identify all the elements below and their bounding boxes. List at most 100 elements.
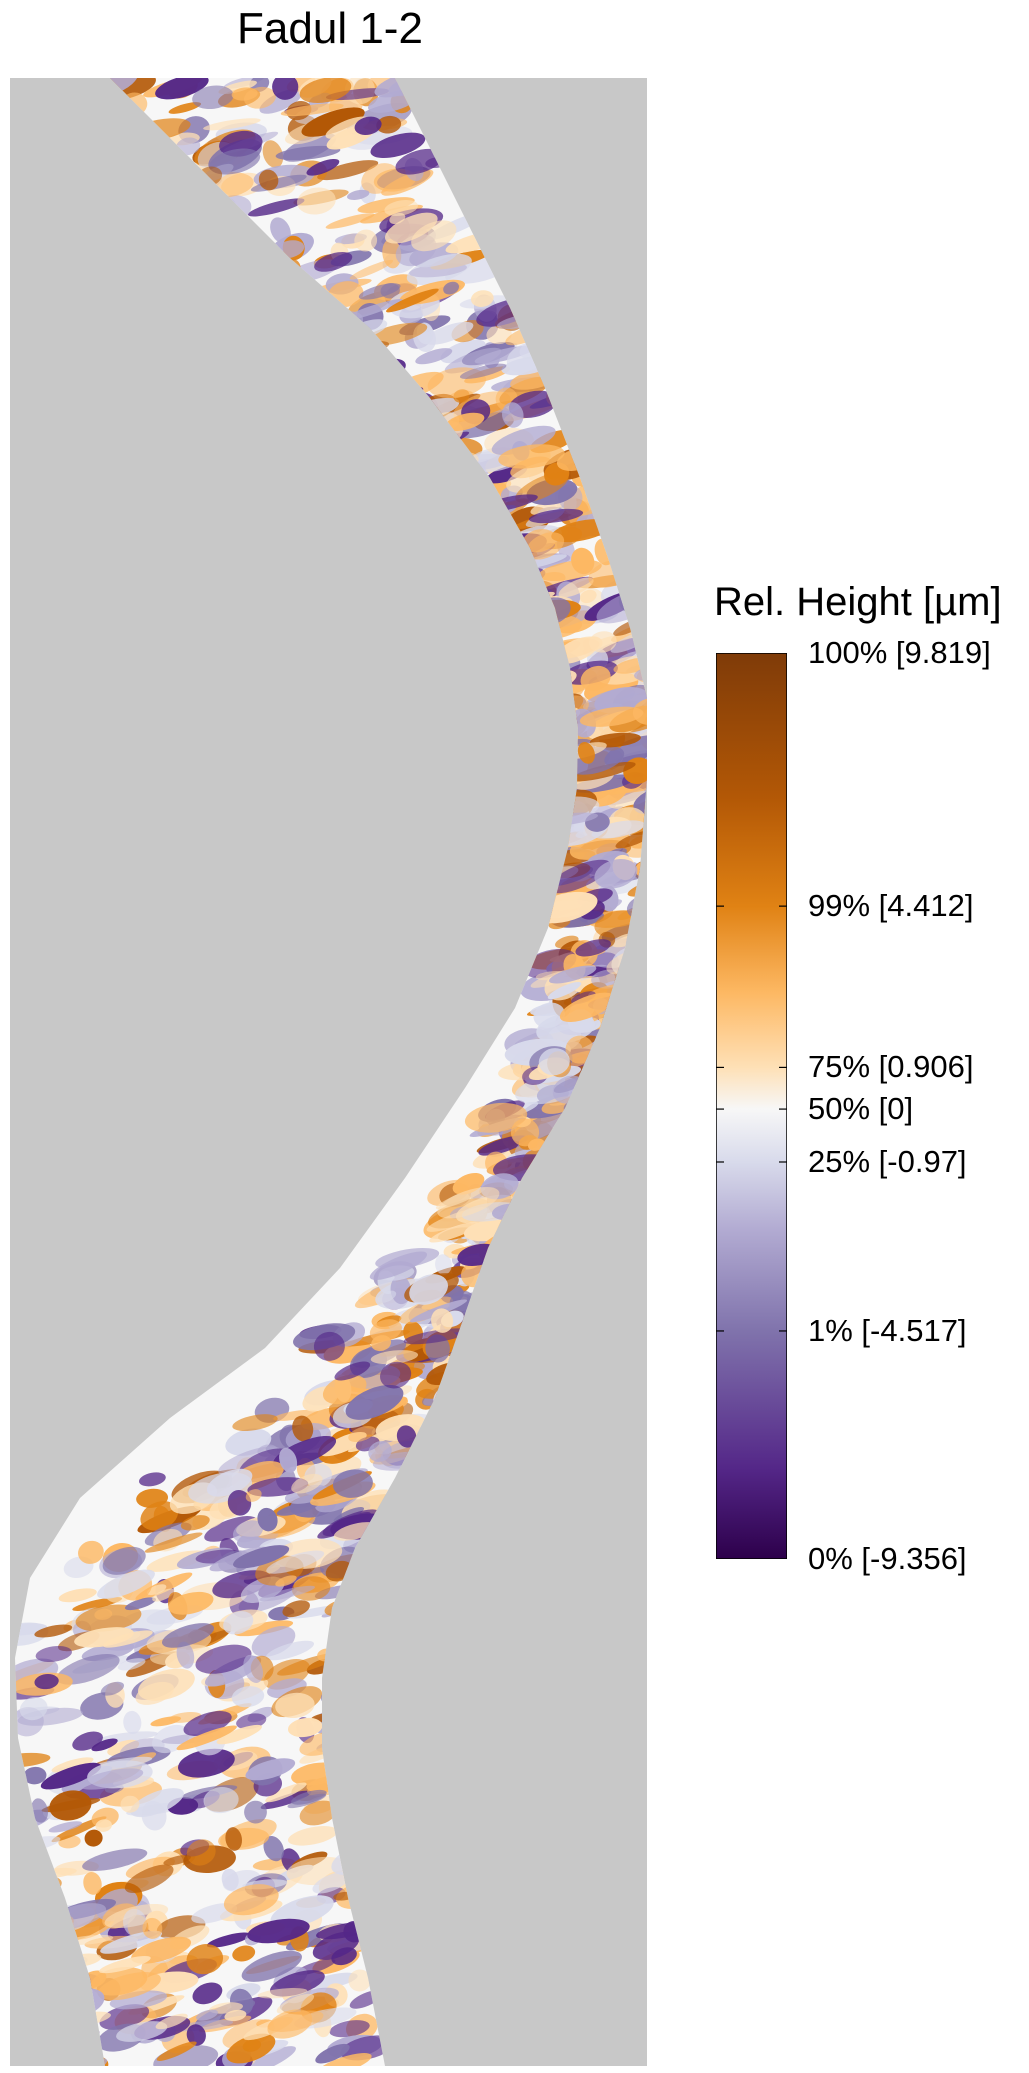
height-patch — [443, 281, 460, 295]
height-patch — [123, 1908, 147, 1937]
height-patch — [570, 761, 636, 782]
height-patch — [234, 1620, 294, 1637]
height-patch — [279, 1447, 298, 1473]
surface-plot — [10, 78, 647, 2066]
height-patch — [445, 412, 485, 432]
height-patch — [354, 116, 382, 136]
height-patch — [227, 1489, 252, 1516]
height-patch — [325, 213, 375, 229]
height-patch — [156, 2041, 197, 2061]
height-patch — [291, 1473, 323, 1494]
height-patch — [538, 1048, 570, 1076]
height-patch — [273, 1409, 318, 1421]
height-patch — [72, 1731, 103, 1751]
height-patch — [99, 1956, 151, 1974]
legend-title: Rel. Height [µm] — [714, 580, 1002, 624]
height-patch — [186, 2024, 206, 2046]
height-patch — [502, 402, 524, 428]
height-patch — [424, 321, 474, 345]
colorbar-gradient — [716, 653, 787, 1559]
height-patch — [299, 78, 352, 104]
height-patch — [575, 939, 612, 957]
height-patch — [559, 992, 616, 1022]
height-patch — [549, 965, 597, 984]
height-patch — [209, 2002, 244, 2014]
height-patch — [82, 1848, 148, 1871]
height-patch — [163, 1855, 191, 1866]
height-patch — [282, 1600, 310, 1618]
height-patch — [35, 1645, 72, 1663]
height-patch — [231, 1686, 265, 1708]
height-patch — [322, 1374, 367, 1405]
height-patch — [406, 253, 472, 285]
height-patch — [403, 1328, 469, 1345]
height-patch — [262, 140, 284, 168]
height-patch — [510, 1118, 540, 1147]
height-patch — [444, 347, 502, 374]
height-patch — [117, 1658, 146, 1671]
height-patch — [287, 1793, 327, 1809]
height-patch — [348, 1425, 376, 1443]
height-patch — [437, 1187, 500, 1219]
height-patch — [155, 2013, 188, 2030]
height-patch — [409, 1274, 448, 1305]
height-patch — [395, 148, 444, 175]
height-patch — [348, 1969, 371, 1992]
height-patch — [34, 1624, 73, 1638]
height-patch — [97, 1972, 161, 2001]
height-patch — [377, 1290, 397, 1303]
height-patch — [558, 577, 594, 598]
height-patch — [340, 298, 403, 322]
height-patch — [399, 1296, 453, 1324]
height-patch — [332, 1469, 373, 1498]
height-patch — [78, 1768, 144, 1790]
height-patch — [358, 283, 401, 300]
height-patch — [299, 1800, 338, 1826]
height-patch — [23, 1766, 47, 1785]
height-patch — [243, 1654, 264, 1683]
height-patch — [272, 78, 299, 100]
height-patch — [247, 1477, 309, 1497]
height-patch — [34, 1674, 59, 1690]
height-patch — [186, 1944, 224, 1975]
height-patch — [84, 1829, 103, 1847]
height-patch — [349, 259, 394, 280]
height-patch — [345, 1384, 404, 1420]
height-patch — [565, 1035, 594, 1064]
height-patch — [232, 1414, 278, 1432]
height-patch — [244, 1800, 267, 1824]
height-patch — [146, 1584, 167, 1596]
height-patch — [287, 1826, 338, 1846]
height-patch — [203, 118, 261, 131]
height-patch — [267, 2010, 324, 2032]
height-patch — [161, 1623, 215, 1648]
height-patch — [51, 1757, 94, 1773]
height-patch — [632, 697, 647, 726]
height-patch — [470, 290, 494, 307]
height-patch — [171, 2020, 234, 2032]
height-patch — [58, 1588, 97, 1603]
height-patch — [245, 1489, 262, 1502]
height-patch — [257, 1507, 278, 1532]
height-patch — [312, 1872, 350, 1894]
height-patch — [354, 229, 378, 252]
height-patch — [369, 1251, 428, 1280]
height-patch — [334, 1361, 371, 1381]
height-patch — [206, 1932, 251, 1948]
height-patch — [265, 1782, 307, 1803]
height-patch — [322, 1509, 380, 1537]
height-patch — [533, 1002, 565, 1029]
height-patch — [415, 348, 453, 365]
height-patch — [116, 2021, 168, 2042]
height-patch — [548, 859, 611, 894]
height-patch — [292, 1415, 314, 1442]
height-patch — [95, 1819, 112, 1832]
height-patch — [176, 1725, 237, 1751]
height-patch — [247, 1918, 310, 1944]
height-patch — [223, 1611, 254, 1635]
height-patch — [263, 1835, 284, 1862]
height-patch — [459, 363, 507, 379]
height-patch — [314, 251, 353, 272]
height-patch — [380, 1361, 412, 1389]
height-patch — [155, 78, 209, 100]
